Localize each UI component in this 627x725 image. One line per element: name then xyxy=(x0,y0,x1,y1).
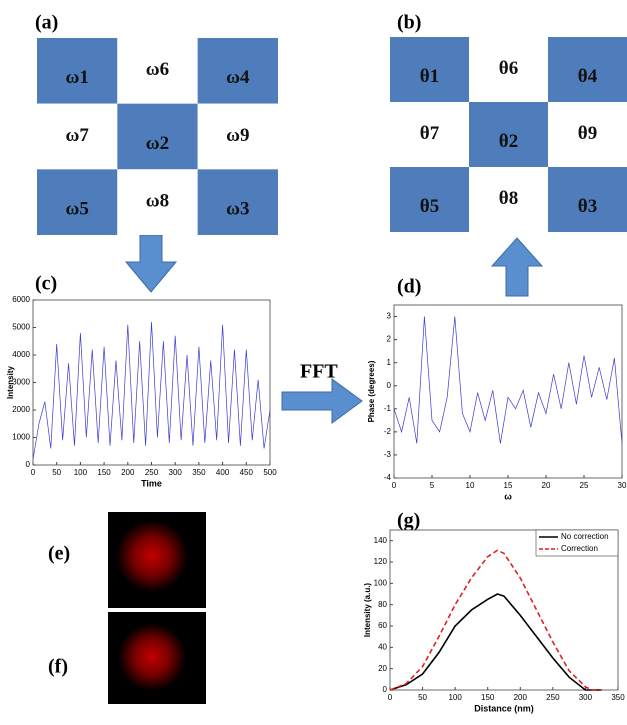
panel-label: (b) xyxy=(397,12,421,34)
spot xyxy=(118,623,186,691)
x-tick-label: 0 xyxy=(31,468,36,477)
page: (a) (b) FFT (e) (f) ω1ω6ω4ω7ω2ω9ω5ω8ω3θ1… xyxy=(0,0,627,725)
arrow xyxy=(492,238,542,296)
y-tick-label: 2 xyxy=(387,335,392,344)
x-tick-label: 100 xyxy=(448,693,462,702)
plot-frame xyxy=(394,305,622,478)
x-tick-label: 450 xyxy=(240,468,254,477)
y-tick-label: 3 xyxy=(387,312,392,321)
y-tick-label: 6000 xyxy=(12,295,30,304)
cell-label: θ3 xyxy=(578,196,597,217)
y-tick-label: 40 xyxy=(378,642,387,651)
x-axis-label: ω xyxy=(504,491,512,501)
cell-label: θ4 xyxy=(578,66,598,87)
cell-label: θ8 xyxy=(499,188,518,209)
y-tick-label: 100 xyxy=(374,578,388,587)
spot xyxy=(116,520,188,592)
cell-label: ω6 xyxy=(146,59,169,80)
panel-label: (c) xyxy=(35,273,57,295)
y-tick-label: 4000 xyxy=(12,350,30,359)
y-tick-label: 1 xyxy=(387,358,392,367)
x-tick-label: 15 xyxy=(504,481,513,490)
y-tick-label: 2000 xyxy=(12,405,30,414)
y-tick-label: -4 xyxy=(384,473,392,482)
cell-label: ω4 xyxy=(226,67,250,88)
panel-label: (d) xyxy=(397,276,421,298)
x-tick-label: 350 xyxy=(192,468,206,477)
x-tick-label: 200 xyxy=(514,693,528,702)
x-tick-label: 150 xyxy=(481,693,495,702)
y-tick-label: 1000 xyxy=(12,433,30,442)
cell-label: θ6 xyxy=(499,58,518,79)
x-tick-label: 500 xyxy=(263,468,277,477)
panel-label: (g) xyxy=(397,510,420,532)
x-tick-label: 200 xyxy=(121,468,135,477)
arrow xyxy=(282,379,362,423)
panel-label: (a) xyxy=(35,12,58,34)
x-tick-label: 25 xyxy=(580,481,589,490)
x-axis-label: Time xyxy=(141,478,162,488)
x-tick-label: 30 xyxy=(618,481,627,490)
cell-label: ω1 xyxy=(65,67,88,88)
x-tick-label: 20 xyxy=(542,481,551,490)
cell-label: θ9 xyxy=(578,123,597,144)
x-tick-label: 250 xyxy=(145,468,159,477)
figure: (a) (b) FFT (e) (f) ω1ω6ω4ω7ω2ω9ω5ω8ω3θ1… xyxy=(0,0,627,720)
x-tick-label: 100 xyxy=(74,468,88,477)
x-tick-label: 0 xyxy=(388,693,393,702)
x-tick-label: 10 xyxy=(466,481,475,490)
cell-label: ω8 xyxy=(146,191,169,212)
legend-label: Correction xyxy=(561,544,598,553)
panel-label: (e) xyxy=(48,543,70,565)
panel-label: (f) xyxy=(48,656,68,678)
x-tick-label: 0 xyxy=(392,481,397,490)
y-tick-label: 60 xyxy=(378,621,387,630)
y-axis-label: Phase (degrees) xyxy=(367,360,376,422)
x-tick-label: 300 xyxy=(579,693,593,702)
x-tick-label: 250 xyxy=(546,693,560,702)
x-axis-label: Distance (nm) xyxy=(474,703,534,713)
cell-label: θ2 xyxy=(499,131,518,152)
x-tick-label: 50 xyxy=(418,693,427,702)
y-axis-label: Intensity xyxy=(6,366,15,399)
y-axis-label: Intensity (a.u.) xyxy=(363,583,372,638)
cell-label: ω7 xyxy=(65,125,89,146)
cell-label: θ7 xyxy=(420,123,440,144)
y-tick-label: -1 xyxy=(384,404,392,413)
y-tick-label: 0 xyxy=(387,381,392,390)
cell-label: θ5 xyxy=(420,196,439,217)
cell-label: ω5 xyxy=(65,199,88,220)
y-tick-label: 5000 xyxy=(12,323,30,332)
x-tick-label: 300 xyxy=(169,468,183,477)
x-tick-label: 350 xyxy=(611,693,625,702)
y-tick-label: 20 xyxy=(378,664,387,673)
fft-label: FFT xyxy=(300,361,338,383)
x-tick-label: 5 xyxy=(430,481,435,490)
y-tick-label: 120 xyxy=(374,557,388,566)
cell-label: ω3 xyxy=(226,199,249,220)
cell-label: θ1 xyxy=(420,66,439,87)
cell-label: ω9 xyxy=(226,125,249,146)
y-tick-label: 140 xyxy=(374,536,388,545)
y-tick-label: -3 xyxy=(384,450,392,459)
y-tick-label: 80 xyxy=(378,600,387,609)
x-tick-label: 400 xyxy=(216,468,230,477)
y-tick-label: -2 xyxy=(384,427,392,436)
x-tick-label: 50 xyxy=(52,468,61,477)
arrow xyxy=(126,235,176,292)
legend-label: No correction xyxy=(561,532,609,541)
cell-label: ω2 xyxy=(146,133,169,154)
x-tick-label: 150 xyxy=(97,468,111,477)
